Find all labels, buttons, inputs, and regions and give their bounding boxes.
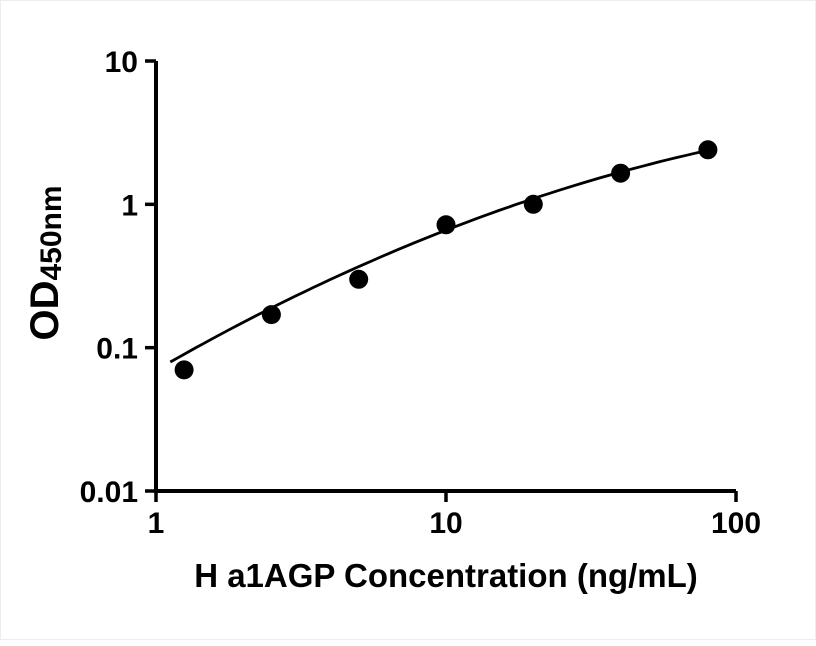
data-point [436, 215, 456, 235]
curve-layer [169, 148, 710, 364]
x-tick-label: 1 [148, 507, 165, 540]
y-axis-title-main: OD [23, 281, 67, 341]
x-axis-title: H a1AGP Concentration (ng/mL) [194, 557, 698, 594]
y-tick-label: 10 [105, 46, 138, 79]
data-point [523, 194, 543, 214]
x-tick-label: 100 [711, 507, 761, 540]
fit-curve [169, 148, 710, 364]
x-tick-label: 10 [429, 507, 462, 540]
data-point [174, 360, 194, 380]
y-tick-label: 1 [121, 189, 138, 222]
ticks-layer: 1 10 100 10 1 0.1 0.01 [80, 46, 761, 540]
data-point [611, 163, 631, 183]
data-point [349, 269, 369, 289]
y-axis-title: OD450nm [23, 185, 68, 340]
data-point [261, 305, 281, 325]
points-layer [174, 140, 718, 380]
y-tick-label: 0.01 [80, 476, 138, 509]
y-tick-label: 0.1 [96, 333, 138, 366]
axes-layer [154, 61, 736, 493]
data-point [698, 140, 718, 160]
y-axis-title-sub: 450nm [35, 185, 68, 280]
